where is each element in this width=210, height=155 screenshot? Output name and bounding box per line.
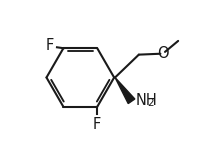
- Polygon shape: [115, 78, 135, 104]
- Text: F: F: [46, 38, 54, 53]
- Text: 2: 2: [147, 98, 154, 108]
- Text: F: F: [93, 117, 101, 132]
- Text: O: O: [157, 46, 168, 61]
- Text: NH: NH: [136, 93, 158, 108]
